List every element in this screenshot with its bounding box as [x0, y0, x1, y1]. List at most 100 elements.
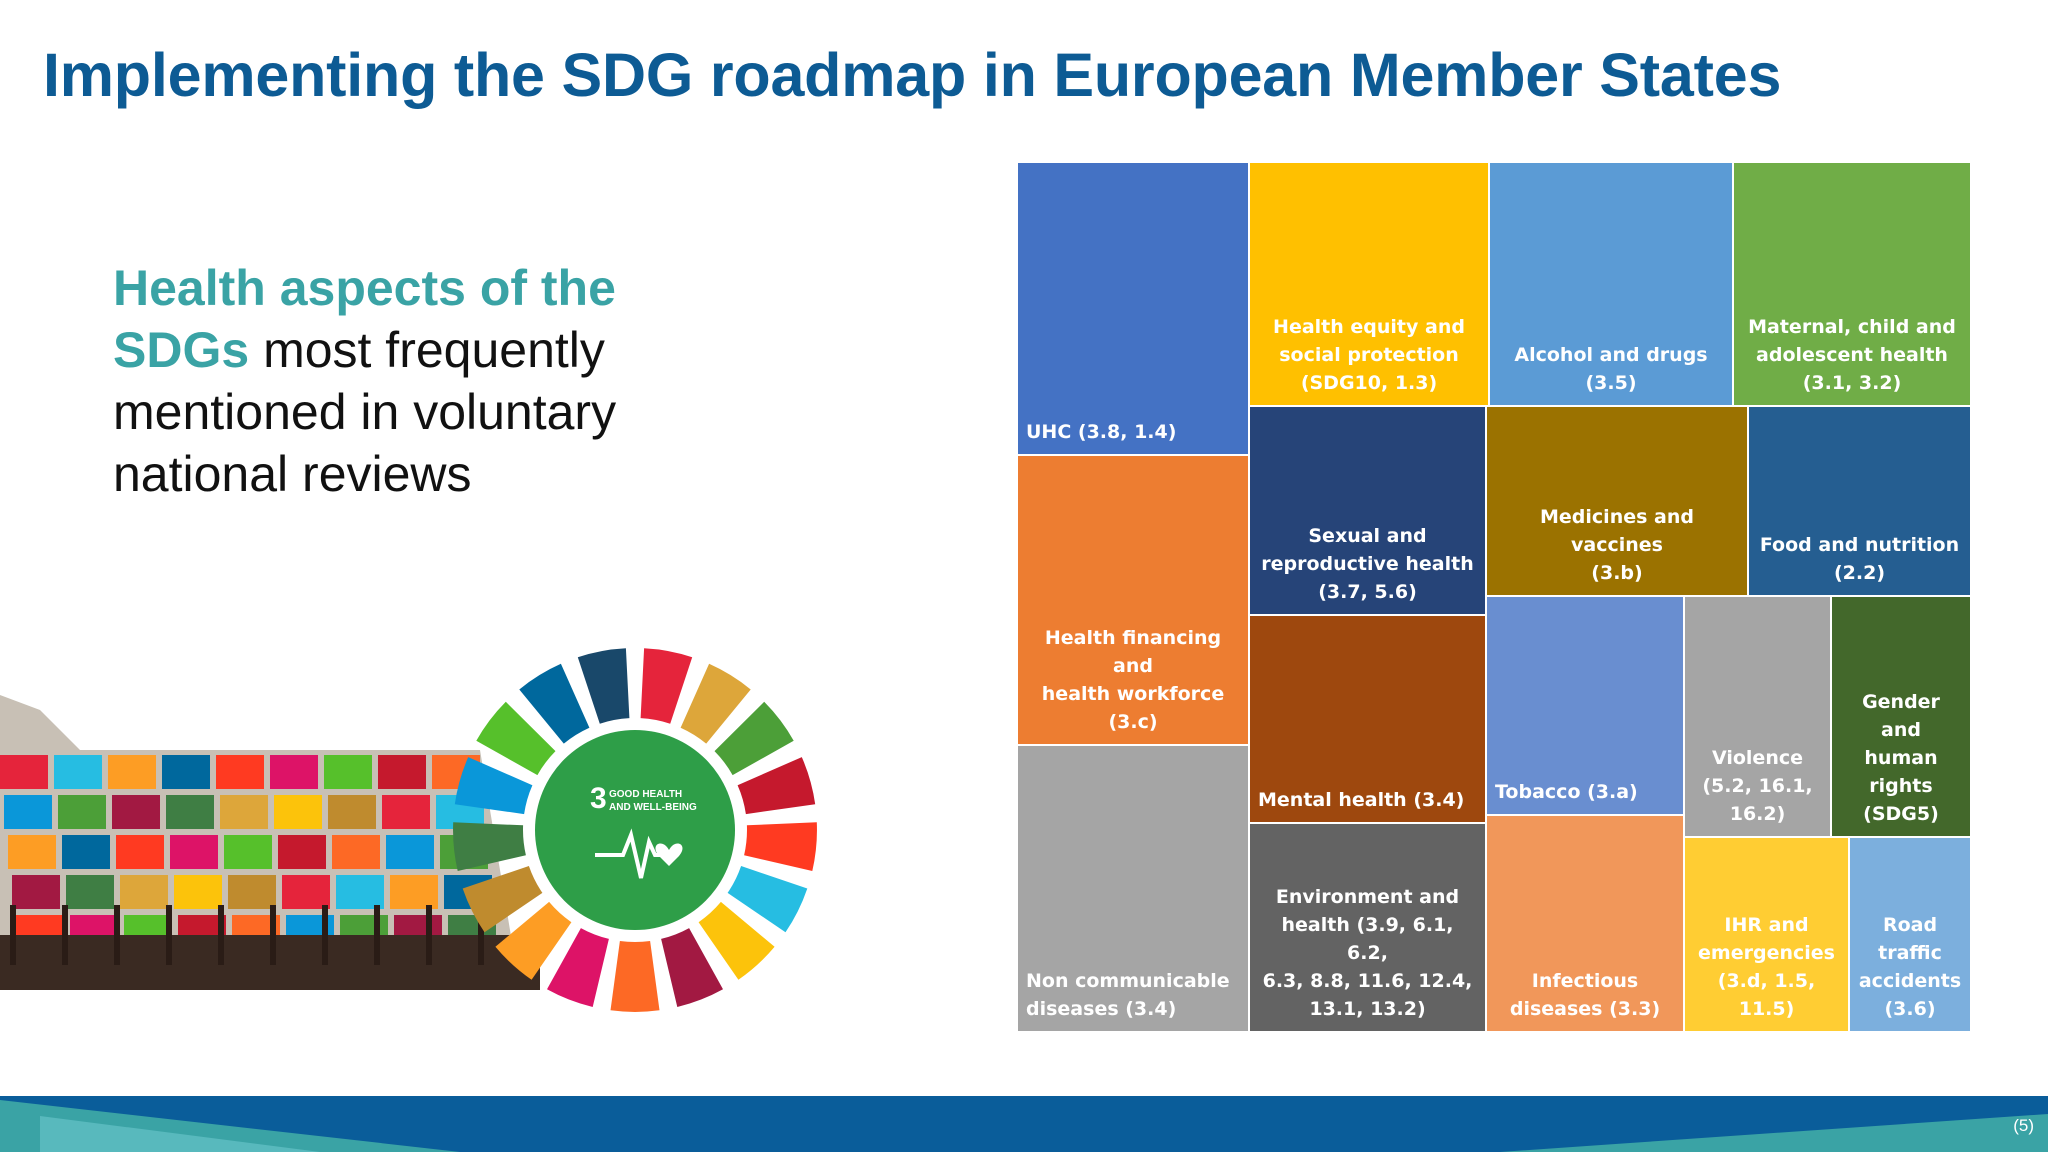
wall-tile — [54, 755, 102, 789]
subtitle-text: most frequently — [249, 322, 605, 378]
treemap-tile-label: Sexual and reproductive health (3.7, 5.6… — [1261, 525, 1474, 603]
wall-tile — [166, 795, 214, 829]
treemap-tile-label: Violence (5.2, 16.1, 16.2) — [1702, 747, 1813, 825]
wheel-segment — [714, 701, 794, 776]
wall-tile — [112, 795, 160, 829]
wall-tile — [162, 755, 210, 789]
wall-tile — [390, 875, 438, 909]
treemap-tile-label: Environment and health (3.9, 6.1, 6.2, 6… — [1262, 886, 1473, 1020]
treemap-tile-label: Mental health (3.4) — [1258, 789, 1465, 811]
subtitle: Health aspects of the SDGs most frequent… — [113, 257, 673, 505]
wheel-segment — [640, 648, 693, 724]
treemap-tile: Maternal, child and adolescent health (3… — [1734, 163, 1972, 407]
wall-tile — [382, 795, 430, 829]
wall-post — [374, 905, 380, 965]
treemap-tile: Environment and health (3.9, 6.1, 6.2, 6… — [1250, 824, 1487, 1033]
treemap-tile-label: Maternal, child and adolescent health (3… — [1748, 316, 1956, 394]
treemap-tile: Gender and human rights (SDG5) — [1832, 597, 1972, 838]
wheel-segment — [495, 901, 572, 980]
wall-tile — [274, 795, 322, 829]
wheel-number: 3 — [590, 782, 607, 815]
wall-tile — [220, 795, 268, 829]
treemap-tile: Health equity and social protection (SDG… — [1250, 163, 1490, 407]
treemap-tile-label: Infectious diseases (3.3) — [1509, 970, 1661, 1020]
wheel-segment — [462, 866, 543, 933]
wheel-segment — [737, 757, 816, 815]
wheel-segment — [453, 822, 526, 871]
wall-tile — [0, 755, 48, 789]
wall-tile — [336, 875, 384, 909]
wall-tile — [282, 875, 330, 909]
footer-band — [0, 1096, 2048, 1152]
treemap-tile-label: Road traffic accidents (3.6) — [1858, 914, 1962, 1020]
wall-tile — [386, 835, 434, 869]
treemap-tile-label: Non communicable diseases (3.4) — [1026, 970, 1230, 1020]
wall-post — [114, 905, 120, 965]
wheel-segment — [519, 663, 590, 744]
wall-tile — [278, 835, 326, 869]
treemap-tile: Violence (5.2, 16.1, 16.2) — [1685, 597, 1832, 838]
wall-tile — [216, 755, 264, 789]
wall-tile — [12, 875, 60, 909]
treemap-tile-label: UHC (3.8, 1.4) — [1026, 421, 1177, 443]
wheel-segment — [454, 757, 533, 815]
wall-post — [478, 905, 484, 965]
treemap-tile: Infectious diseases (3.3) — [1487, 816, 1685, 1033]
wheel-segment — [727, 866, 808, 933]
wall-post — [270, 905, 276, 965]
wall-post — [322, 905, 328, 965]
wheel-segment — [680, 663, 751, 744]
wall-post — [10, 905, 16, 965]
wall-tile — [66, 875, 114, 909]
wall-tile — [224, 835, 272, 869]
subtitle-accent: Health aspects of the — [113, 260, 616, 316]
treemap-tile: IHR and emergencies (3.d, 1.5, 11.5) — [1685, 838, 1850, 1033]
treemap-tile-label: Gender and human rights (SDG5) — [1862, 691, 1940, 825]
wall-tile — [120, 875, 168, 909]
wall-tile — [58, 795, 106, 829]
wall-tile — [62, 835, 110, 869]
treemap-tile: Road traffic accidents (3.6) — [1850, 838, 1972, 1033]
wall-tile — [228, 875, 276, 909]
wall-tile — [332, 835, 380, 869]
wall-tile — [174, 875, 222, 909]
wall-post — [426, 905, 432, 965]
sdg-wheel-icon: 3 GOOD HEALTH AND WELL-BEING — [453, 648, 817, 1012]
wall-tile — [8, 835, 56, 869]
slide-title: Implementing the SDG roadmap in European… — [43, 41, 1782, 109]
treemap-tile: Food and nutrition (2.2) — [1749, 407, 1972, 597]
treemap-tile: Health financing and health workforce (3… — [1018, 456, 1250, 746]
heartbeat-icon — [595, 828, 663, 879]
treemap-tile-label: Health equity and social protection (SDG… — [1273, 316, 1465, 394]
treemap-tile: Alcohol and drugs (3.5) — [1490, 163, 1734, 407]
sdg-wall-photo — [0, 695, 540, 990]
wall-post — [218, 905, 224, 965]
subtitle-accent-word: SDGs — [113, 322, 250, 378]
wheel-segment — [698, 901, 775, 980]
wall-post — [62, 905, 68, 965]
treemap-tile: Non communicable diseases (3.4) — [1018, 746, 1250, 1033]
wall-tile — [116, 835, 164, 869]
wall-tile — [170, 835, 218, 869]
treemap-tile-label: IHR and emergencies (3.d, 1.5, 11.5) — [1698, 914, 1835, 1020]
wheel-segment — [476, 701, 556, 776]
treemap-tile: Sexual and reproductive health (3.7, 5.6… — [1250, 407, 1487, 616]
treemap-tile: UHC (3.8, 1.4) — [1018, 163, 1250, 456]
wall-post — [166, 905, 172, 965]
treemap-tile-label: Medicines and vaccines (3.b) — [1540, 506, 1694, 584]
subtitle-text: national reviews — [113, 446, 472, 502]
wall-tile — [378, 755, 426, 789]
wall-tile — [4, 795, 52, 829]
treemap-tile-label: Alcohol and drugs (3.5) — [1514, 344, 1708, 394]
treemap-tile: Mental health (3.4) — [1250, 616, 1487, 824]
wheel-text-1: GOOD HEALTH — [609, 789, 682, 800]
wall-tile — [324, 755, 372, 789]
wheel-segment — [577, 648, 630, 724]
wheel-segment — [744, 822, 817, 871]
wall-tile — [108, 755, 156, 789]
subtitle-text: mentioned in voluntary — [113, 384, 617, 440]
wheel-segment — [547, 928, 609, 1007]
wheel-segment — [610, 941, 660, 1012]
heart-icon — [655, 843, 683, 866]
wall-tile — [270, 755, 318, 789]
